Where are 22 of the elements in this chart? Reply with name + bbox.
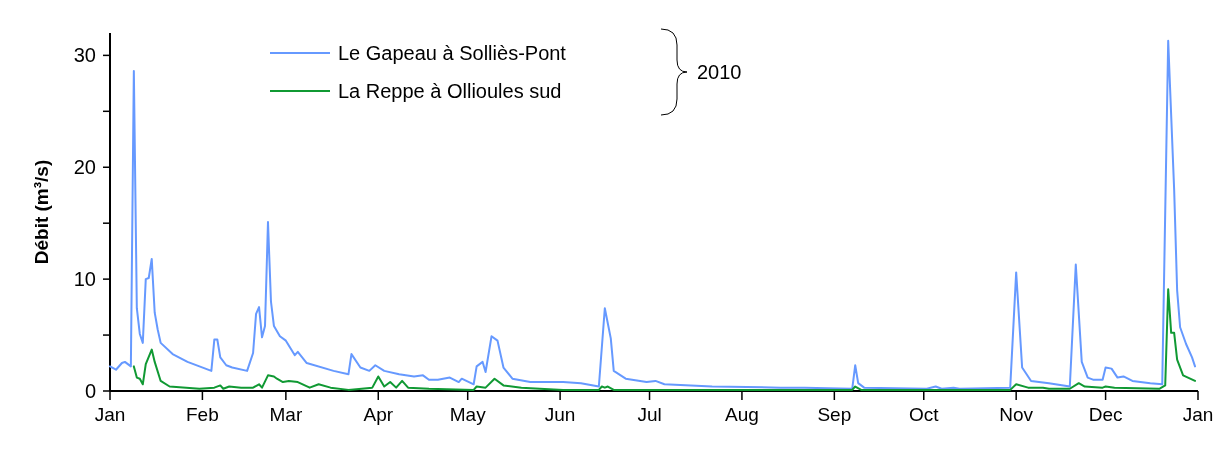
x-tick-label: Feb [186, 404, 219, 425]
x-tick-label: Jun [544, 404, 576, 425]
x-tick-label: Dec [1088, 404, 1123, 425]
x-tick-label: Aug [725, 404, 759, 425]
x-tick-label: Nov [999, 404, 1034, 425]
x-tick-label: Apr [363, 404, 394, 425]
legend-label: Le Gapeau à Solliès-Pont [338, 42, 567, 64]
x-tick-label: Jan [1182, 404, 1214, 425]
x-tick-label: Oct [908, 404, 940, 425]
x-tick-label: Sep [817, 404, 852, 425]
x-tick-label: Jan [94, 404, 126, 425]
y-tick-label: 30 [73, 44, 96, 67]
y-tick-label: 10 [73, 268, 96, 291]
y-tick-label: 20 [73, 156, 96, 179]
y-axis-title: Débit (m³/s) [31, 159, 52, 265]
legend-title: 2010 [697, 61, 742, 83]
x-tick-label: Jul [637, 404, 662, 425]
line-series [132, 288, 1197, 391]
x-tick-label: Mar [269, 404, 303, 425]
x-tick-label: May [449, 404, 487, 425]
y-tick-label: 0 [84, 380, 96, 402]
legend-label: La Reppe à Ollioules sud [338, 80, 562, 102]
